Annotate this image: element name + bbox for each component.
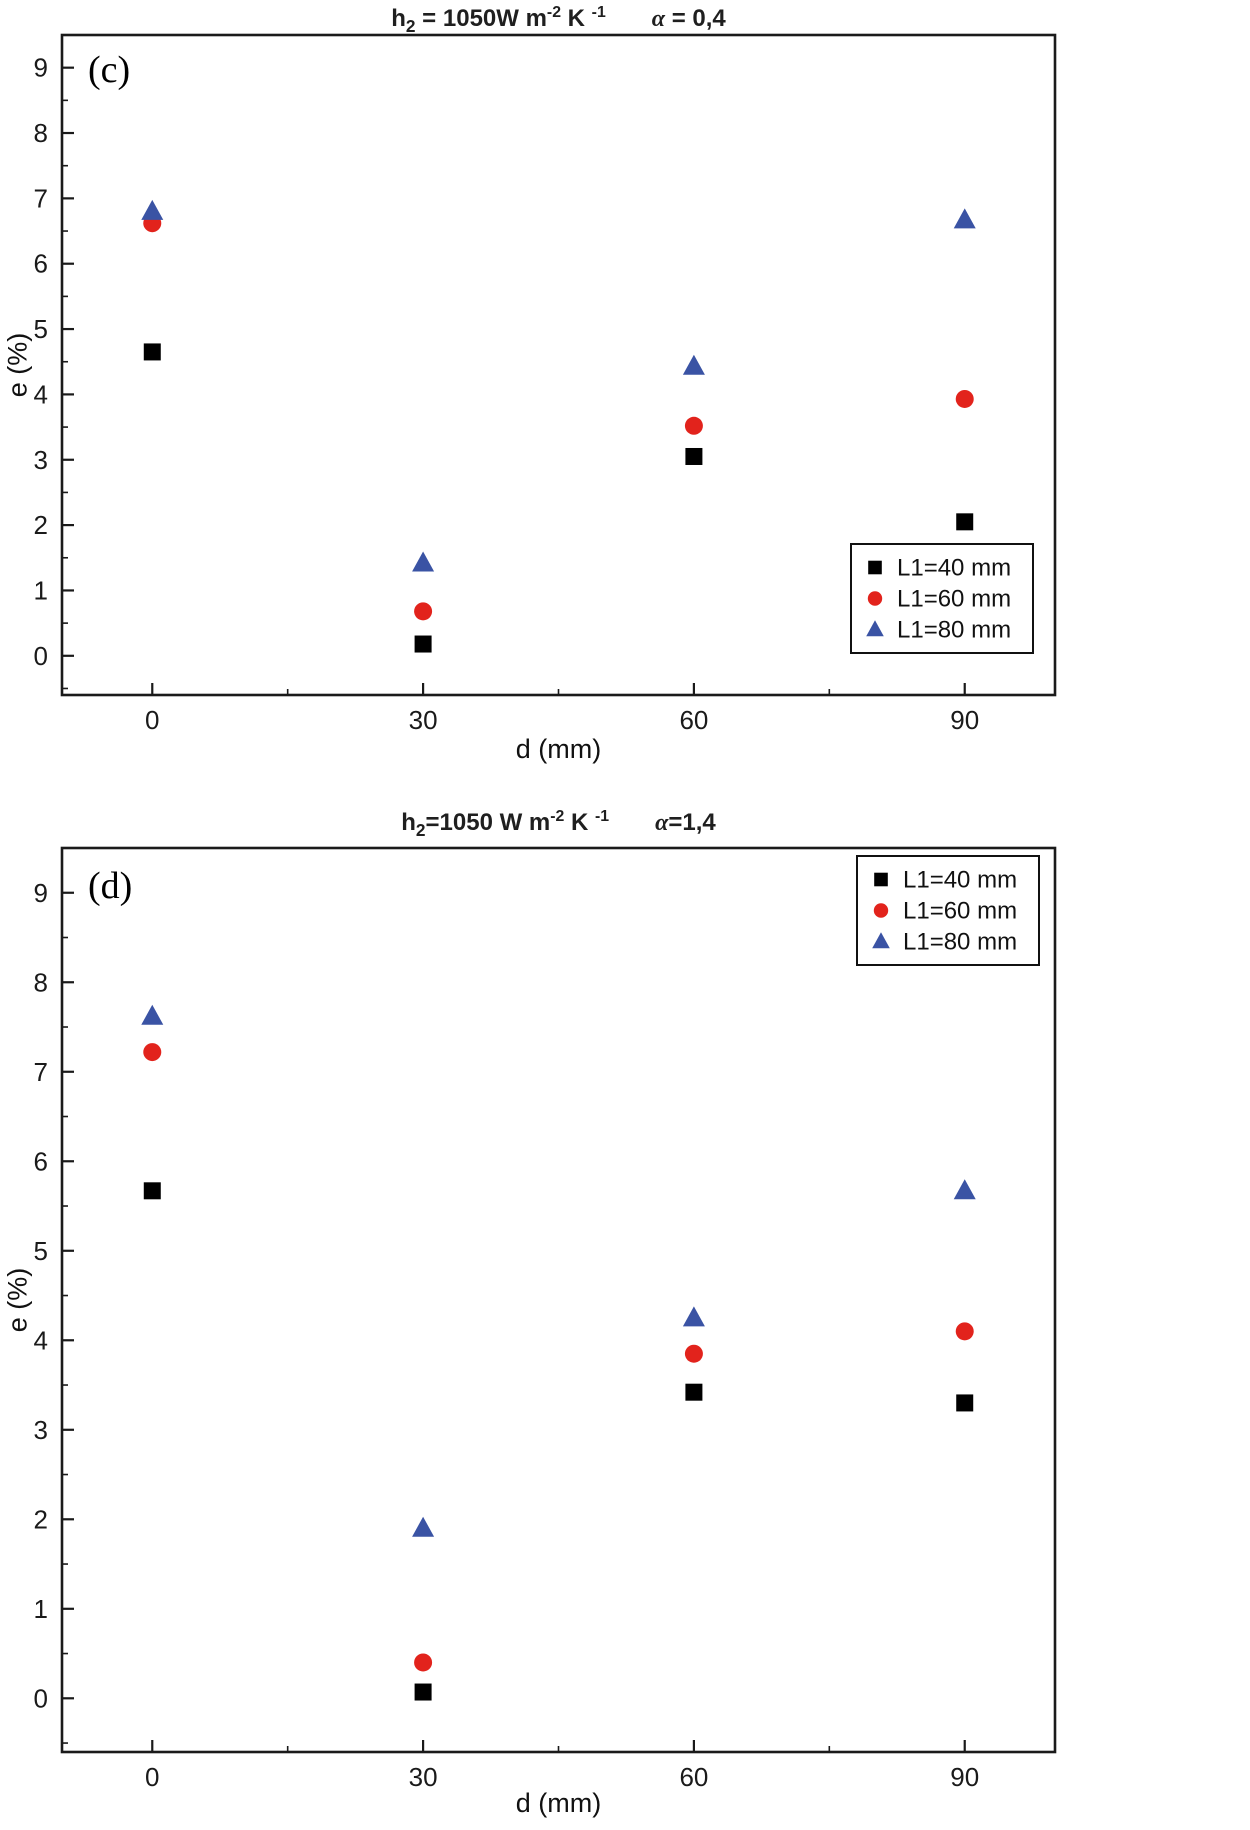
y-tick-label: 7: [34, 1057, 48, 1087]
marker-square-point: [143, 1182, 161, 1200]
marker-circle-point: [684, 416, 703, 435]
marker-circle-point: [955, 389, 974, 408]
legend-label: L1=40 mm: [897, 555, 1011, 582]
y-tick-label: 8: [34, 118, 48, 148]
x-tick-label: 90: [950, 705, 979, 735]
marker-circle-legend: [873, 903, 889, 918]
title-part: = 0,4: [665, 5, 726, 32]
y-tick-label: 0: [34, 641, 48, 671]
title-part: -1: [595, 808, 610, 825]
y-axis-label: e (%): [2, 1267, 33, 1333]
title-part: -2: [546, 4, 561, 21]
x-tick-label: 60: [679, 1762, 708, 1792]
x-tick-label: 60: [679, 705, 708, 735]
y-tick-label: 9: [34, 53, 48, 83]
legend-label: L1=60 mm: [897, 586, 1011, 613]
marker-square-point: [685, 1383, 703, 1401]
marker-triangle-legend: [866, 620, 884, 637]
title-part: h: [391, 5, 406, 32]
legend-label: L1=80 mm: [897, 617, 1011, 644]
y-tick-label: 5: [34, 1236, 48, 1266]
chart-panel-c: h2 = 1050W m-2 K -1 α = 0,4 (c) 0 30 60 90 0 1…: [0, 0, 1250, 790]
marker-circle-point: [414, 602, 433, 621]
y-axis-label: e (%): [2, 332, 33, 398]
y-tick-label: 3: [34, 445, 48, 475]
y-tick-label: 2: [34, 510, 48, 540]
title-part: -2: [550, 808, 565, 825]
y-tick-label: 6: [34, 1146, 48, 1176]
x-tick-label: 0: [145, 1762, 159, 1792]
marker-triangle-legend: [872, 932, 890, 949]
title-part: h: [401, 809, 416, 836]
title-part: K: [561, 5, 592, 32]
title-part: 2: [405, 15, 416, 36]
marker-square-point: [414, 635, 432, 653]
title-part: = 1050W m: [415, 5, 547, 32]
y-tick-label: 2: [34, 1504, 48, 1534]
x-tick-label: 30: [409, 1762, 438, 1792]
marker-triangle-point: [682, 354, 705, 375]
y-tick-label: 3: [34, 1415, 48, 1445]
marker-square-legend: [868, 560, 882, 575]
legend-label: L1=60 mm: [903, 898, 1017, 925]
y-tick-label: 4: [34, 379, 48, 409]
marker-circle-legend: [867, 591, 883, 606]
y-tick-label: 1: [34, 575, 48, 605]
title-part: 2: [415, 819, 426, 840]
title-part: =1,4: [668, 809, 716, 836]
marker-square-point: [414, 1683, 432, 1701]
marker-square-point: [956, 513, 974, 531]
marker-triangle-point: [953, 208, 976, 229]
y-tick-label: 6: [34, 249, 48, 279]
y-tick-label: 5: [34, 314, 48, 344]
title-part: =1050 W m: [425, 809, 551, 836]
scatter-plot: 0 30 60 90 0 1 2 3 4 5 6 7 8 9 L1=40 mm L1=60 mm L1=80 m…: [34, 846, 1057, 1792]
x-tick-label: 30: [409, 705, 438, 735]
marker-square-point: [685, 447, 703, 465]
y-tick-label: 1: [34, 1594, 48, 1624]
plot-frame: [60, 846, 1057, 1754]
marker-circle-point: [684, 1344, 703, 1363]
y-tick-label: 0: [34, 1683, 48, 1713]
title-part: -1: [591, 4, 606, 21]
legend-label: L1=80 mm: [903, 929, 1017, 956]
title-part: α: [655, 810, 669, 836]
title-part: K: [564, 809, 595, 836]
x-tick-label: 0: [145, 705, 159, 735]
marker-circle-point: [414, 1653, 433, 1672]
y-tick-label: 4: [34, 1325, 48, 1355]
marker-triangle-point: [141, 1004, 164, 1025]
y-tick-label: 9: [34, 878, 48, 908]
x-axis-label: d (mm): [515, 1788, 602, 1818]
marker-triangle-point: [412, 551, 435, 572]
chart-title: h2 = 1050W m-2 K -1 α = 0,4: [62, 4, 1055, 37]
y-tick-label: 7: [34, 183, 48, 213]
marker-triangle-point: [412, 1516, 435, 1537]
marker-square-point: [143, 343, 161, 361]
y-tick-label: 8: [34, 967, 48, 997]
legend-label: L1=40 mm: [903, 867, 1017, 894]
marker-triangle-point: [141, 199, 164, 220]
chart-title: h2=1050 W m-2 K -1 α=1,4: [62, 808, 1055, 841]
x-axis-label: d (mm): [515, 734, 602, 764]
marker-triangle-point: [682, 1306, 705, 1327]
panel-label: (c): [88, 49, 131, 91]
x-tick-label: 90: [950, 1762, 979, 1792]
scatter-plot: 0 30 60 90 0 1 2 3 4 5 6 7 8 9 L1=40 mm L1=60 mm L1=80 m…: [34, 33, 1057, 735]
chart-panel-d: h2=1050 W m-2 K -1 α=1,4 (d) 0 30 60 90 0 1 2 3 4…: [0, 800, 1250, 1830]
marker-circle-point: [143, 1043, 162, 1062]
marker-triangle-point: [953, 1179, 976, 1200]
title-part: α: [651, 6, 666, 32]
marker-square-legend: [874, 872, 888, 887]
marker-square-point: [956, 1394, 974, 1412]
marker-circle-point: [955, 1322, 974, 1341]
panel-label: (d): [88, 865, 133, 907]
